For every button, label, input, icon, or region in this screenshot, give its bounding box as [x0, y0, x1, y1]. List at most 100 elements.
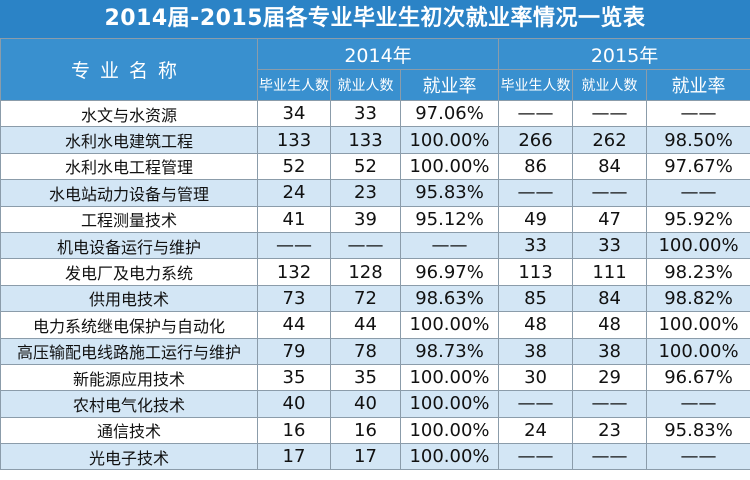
rate-2014-cell: 100.00% — [399, 363, 500, 392]
graduates-2014-cell: 40 — [257, 390, 331, 418]
major-cell: 水文与水资源 — [0, 99, 258, 128]
graduates-2015-cell: 30 — [498, 363, 574, 392]
header-year-2014: 2014年 — [256, 38, 500, 70]
employed-2014-cell: 16 — [330, 416, 401, 445]
table-row: 高压输配电线路施工运行与维护 79 78 98.73% 38 38 100.00% — [0, 337, 750, 365]
rate-2014-cell: 98.73% — [399, 337, 500, 365]
rate-2015-cell: 98.23% — [646, 258, 750, 286]
graduates-2014-cell: 133 — [257, 126, 331, 154]
rate-2014-cell: 96.97% — [399, 258, 500, 286]
table-row: 水电站动力设备与管理 24 23 95.83% —— —— —— — [0, 179, 750, 207]
employed-2014-cell: 33 — [330, 99, 401, 128]
table-row: 水利水电工程管理 52 52 100.00% 86 84 97.67% — [0, 152, 750, 181]
major-cell: 水利水电建筑工程 — [0, 126, 258, 154]
major-cell: 水利水电工程管理 — [0, 152, 258, 181]
header-graduates-2015: 毕业生人数 — [498, 69, 574, 101]
rate-2015-cell: 100.00% — [646, 231, 750, 260]
rate-2015-cell: 97.67% — [646, 152, 750, 181]
rate-2015-cell: 95.83% — [646, 416, 750, 445]
graduates-2015-cell: —— — [498, 390, 574, 418]
employed-2014-cell: 72 — [330, 284, 401, 313]
table-row: 工程测量技术 41 39 95.12% 49 47 95.92% — [0, 205, 750, 233]
major-cell: 机电设备运行与维护 — [0, 231, 258, 260]
rate-2014-cell: 100.00% — [399, 152, 500, 181]
employed-2015-cell: —— — [572, 179, 648, 207]
graduates-2014-cell: 132 — [257, 258, 331, 286]
rate-2015-cell: —— — [646, 443, 750, 471]
graduates-2015-cell: 33 — [498, 231, 574, 260]
rate-2014-cell: 100.00% — [399, 390, 500, 418]
employed-2015-cell: 47 — [572, 205, 648, 233]
rate-2014-cell: 100.00% — [399, 126, 500, 154]
table-row: 机电设备运行与维护 —— —— —— 33 33 100.00% — [0, 231, 750, 260]
graduates-2015-cell: 24 — [498, 416, 574, 445]
graduates-2015-cell: 49 — [498, 205, 574, 233]
graduates-2015-cell: 266 — [498, 126, 574, 154]
graduates-2014-cell: 79 — [257, 337, 331, 365]
graduates-2015-cell: —— — [498, 443, 574, 471]
employed-2015-cell: 84 — [572, 152, 648, 181]
employed-2015-cell: 262 — [572, 126, 648, 154]
graduates-2014-cell: 16 — [257, 416, 331, 445]
table-row: 水文与水资源 34 33 97.06% —— —— —— — [0, 99, 750, 128]
graduates-2014-cell: 24 — [257, 179, 331, 207]
employed-2014-cell: 52 — [330, 152, 401, 181]
graduates-2014-cell: 73 — [257, 284, 331, 313]
major-cell: 发电厂及电力系统 — [0, 258, 258, 286]
table-row: 通信技术 16 16 100.00% 24 23 95.83% — [0, 416, 750, 445]
table-title: 2014届-2015届各专业毕业生初次就业率情况一览表 — [0, 0, 750, 38]
graduates-2014-cell: —— — [257, 231, 331, 260]
employed-2014-cell: 23 — [330, 179, 401, 207]
header-graduates-2014: 毕业生人数 — [257, 69, 331, 101]
header-rate-2015: 就业率 — [646, 69, 750, 101]
table-row: 新能源应用技术 35 35 100.00% 30 29 96.67% — [0, 363, 750, 392]
graduates-2015-cell: 113 — [498, 258, 574, 286]
rate-2015-cell: 100.00% — [646, 337, 750, 365]
major-cell: 通信技术 — [0, 416, 258, 445]
major-cell: 电力系统继电保护与自动化 — [0, 311, 258, 339]
header-employed-2015: 就业人数 — [572, 69, 648, 101]
header-rate-2014: 就业率 — [399, 69, 500, 101]
rate-2014-cell: 97.06% — [399, 99, 500, 128]
employment-table: 专业名称 2014年 2015年 毕业生人数 就业人数 就业率 毕业生人数 就业… — [0, 38, 750, 471]
rate-2014-cell: 98.63% — [399, 284, 500, 313]
employed-2014-cell: 128 — [330, 258, 401, 286]
table-row: 农村电气化技术 40 40 100.00% —— —— —— — [0, 390, 750, 418]
rate-2015-cell: 100.00% — [646, 311, 750, 339]
employed-2015-cell: 29 — [572, 363, 648, 392]
employed-2014-cell: 40 — [330, 390, 401, 418]
major-cell: 水电站动力设备与管理 — [0, 179, 258, 207]
major-cell: 高压输配电线路施工运行与维护 — [0, 337, 258, 365]
major-cell: 新能源应用技术 — [0, 363, 258, 392]
graduates-2014-cell: 44 — [257, 311, 331, 339]
major-cell: 农村电气化技术 — [0, 390, 258, 418]
rate-2015-cell: 95.92% — [646, 205, 750, 233]
graduates-2014-cell: 34 — [257, 99, 331, 128]
table-row: 电力系统继电保护与自动化 44 44 100.00% 48 48 100.00% — [0, 311, 750, 339]
employed-2014-cell: —— — [330, 231, 401, 260]
graduates-2014-cell: 35 — [257, 363, 331, 392]
rate-2015-cell: —— — [646, 179, 750, 207]
employed-2014-cell: 133 — [330, 126, 401, 154]
rate-2014-cell: —— — [399, 231, 500, 260]
employed-2015-cell: —— — [572, 443, 648, 471]
rate-2014-cell: 95.12% — [399, 205, 500, 233]
rate-2014-cell: 100.00% — [399, 311, 500, 339]
major-cell: 光电子技术 — [0, 443, 258, 471]
employed-2015-cell: —— — [572, 390, 648, 418]
graduates-2014-cell: 52 — [257, 152, 331, 181]
graduates-2015-cell: 38 — [498, 337, 574, 365]
rate-2015-cell: —— — [646, 99, 750, 128]
header-year-2015: 2015年 — [498, 38, 750, 70]
employed-2015-cell: 23 — [572, 416, 648, 445]
rate-2014-cell: 95.83% — [399, 179, 500, 207]
employed-2014-cell: 35 — [330, 363, 401, 392]
major-cell: 供用电技术 — [0, 284, 258, 313]
employed-2015-cell: —— — [572, 99, 648, 128]
employed-2014-cell: 17 — [330, 443, 401, 471]
table-row: 光电子技术 17 17 100.00% —— —— —— — [0, 443, 750, 471]
rate-2015-cell: 98.50% — [646, 126, 750, 154]
table-row: 供用电技术 73 72 98.63% 85 84 98.82% — [0, 284, 750, 313]
employed-2015-cell: 48 — [572, 311, 648, 339]
